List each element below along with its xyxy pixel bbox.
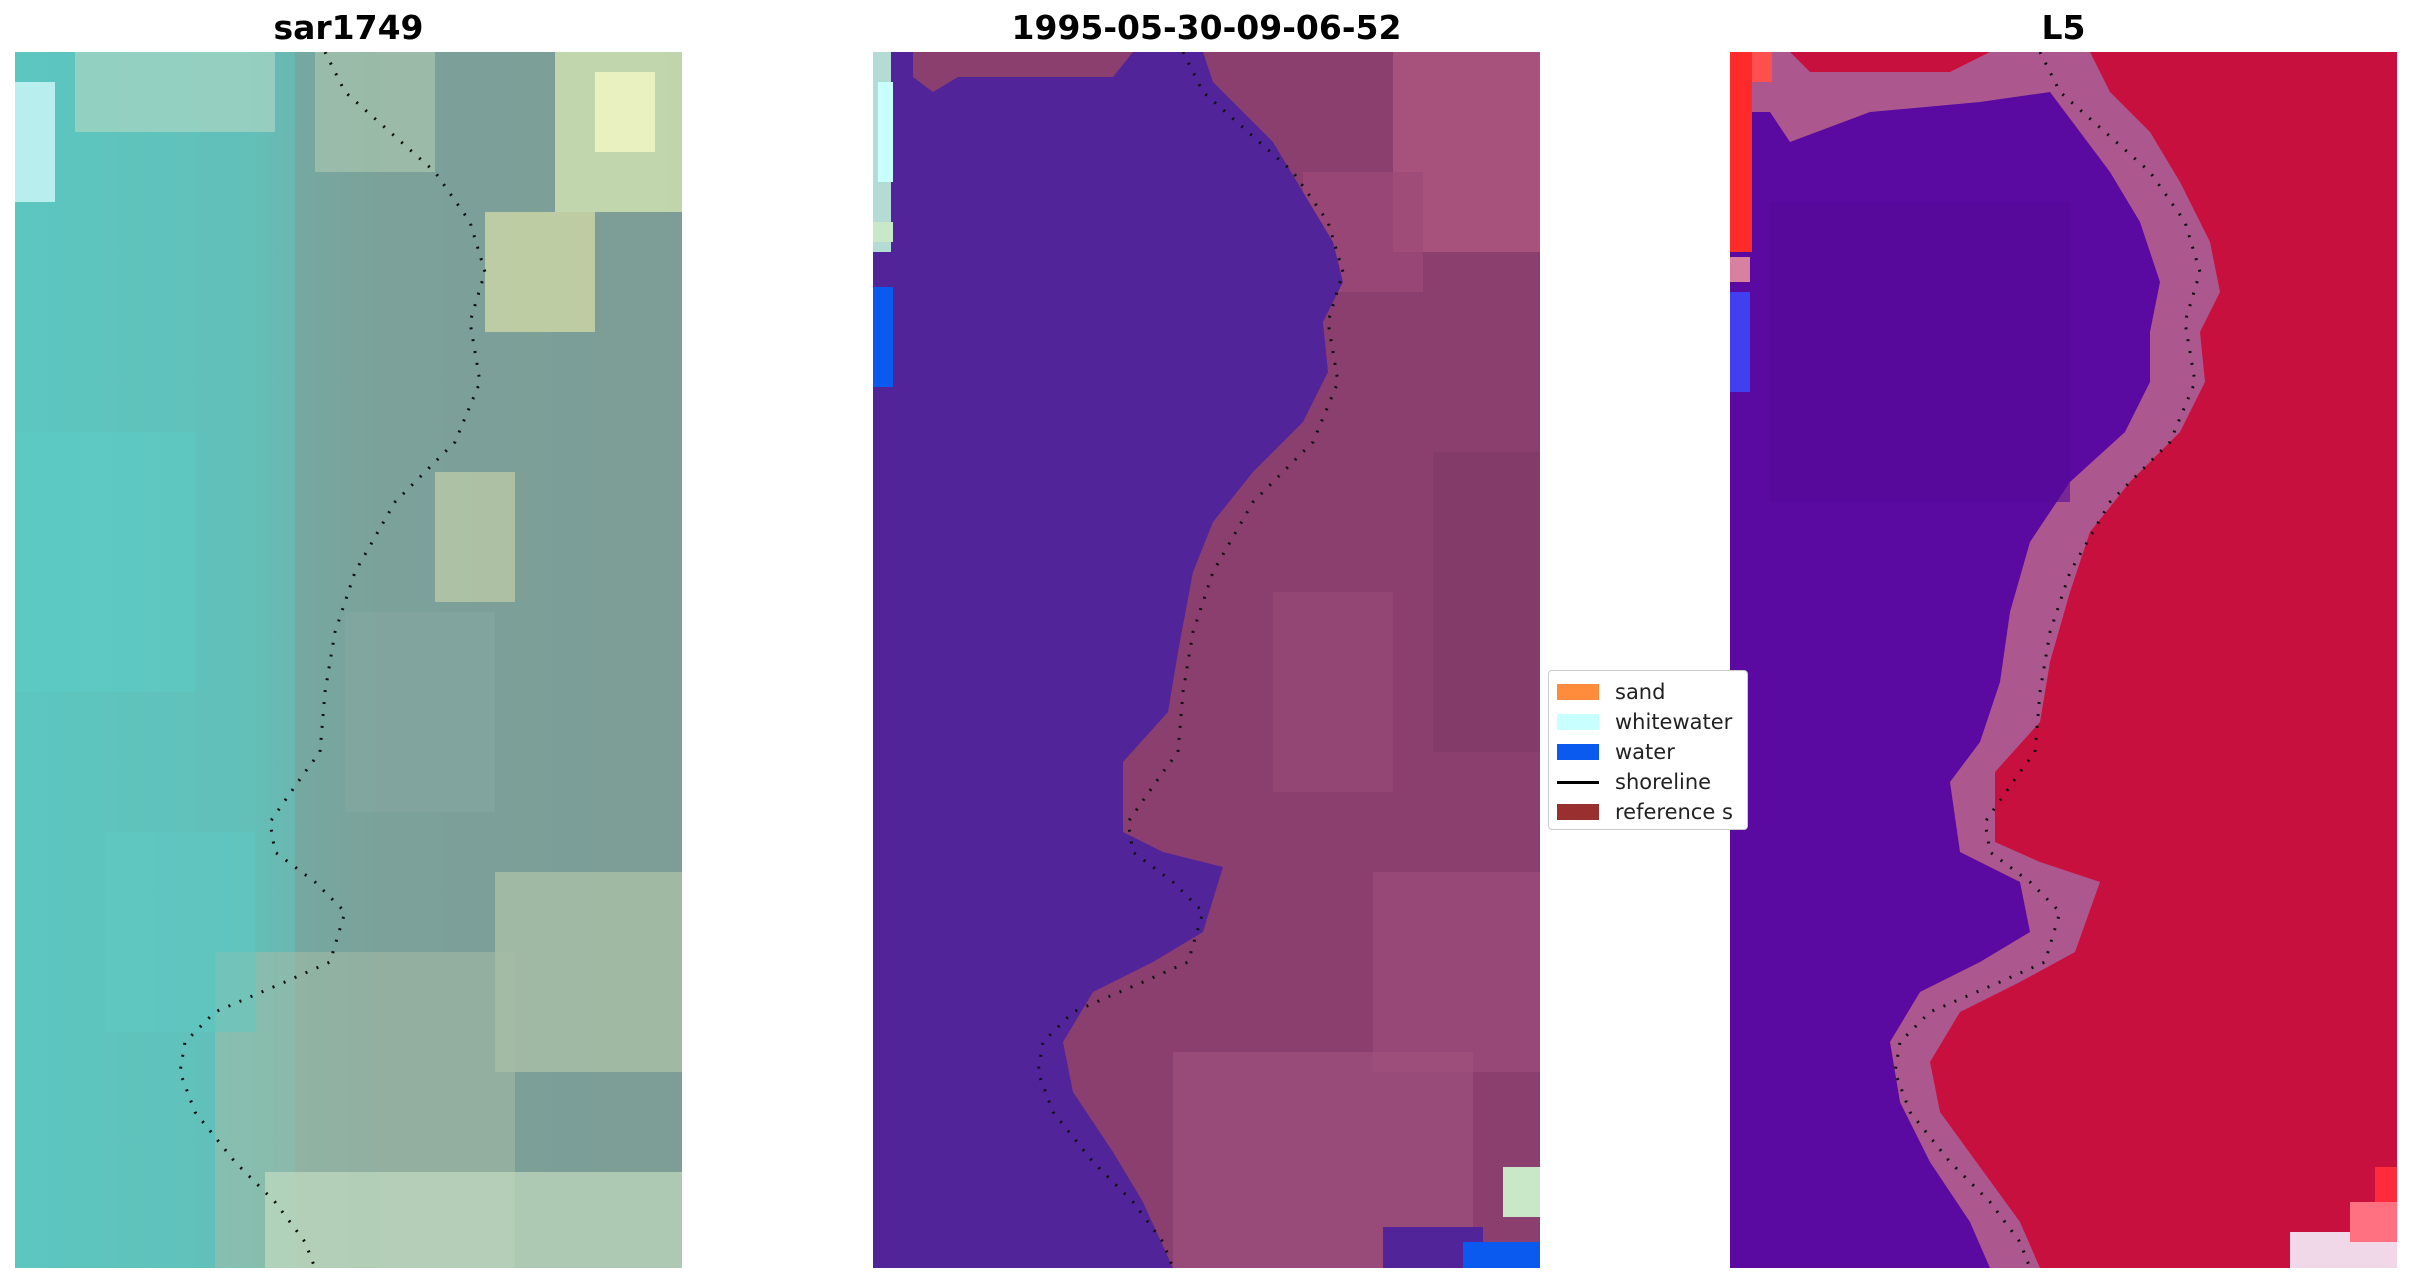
index-image-panel [1730,52,2397,1268]
legend: sand whitewater water shoreline referenc… [1548,670,1748,830]
panel-title-classified: 1995-05-30-09-06-52 [1011,8,1402,47]
legend-item-whitewater: whitewater [1557,709,1747,735]
index-image [1730,52,2397,1268]
classified-image-panel [873,52,1540,1268]
reference-swatch [1557,804,1599,820]
water-swatch [1557,744,1599,760]
legend-label: reference s [1615,800,1733,824]
shoreline-line-icon [1557,780,1599,784]
panel-title-rgb: sar1749 [273,8,424,47]
legend-item-shoreline: shoreline [1557,769,1747,795]
legend-label: water [1615,740,1675,764]
legend-label: whitewater [1615,710,1733,734]
legend-item-reference: reference s [1557,799,1747,825]
legend-label: sand [1615,680,1666,704]
whitewater-swatch [1557,714,1599,730]
rgb-image [15,52,682,1268]
legend-item-sand: sand [1557,679,1747,705]
legend-item-water: water [1557,739,1747,765]
panel-title-index: L5 [2041,8,2086,47]
legend-label: shoreline [1615,770,1712,794]
classified-image [873,52,1540,1268]
rgb-image-panel [15,52,682,1268]
sand-swatch [1557,684,1599,700]
